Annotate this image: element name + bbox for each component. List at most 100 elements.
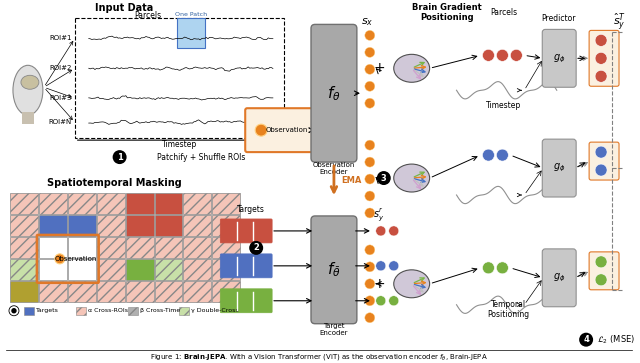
- Bar: [154, 237, 182, 258]
- Bar: [97, 237, 125, 258]
- Circle shape: [365, 98, 375, 108]
- Text: ROI#2: ROI#2: [49, 65, 72, 71]
- Circle shape: [595, 146, 607, 158]
- Circle shape: [9, 306, 19, 316]
- Text: Targets: Targets: [36, 308, 59, 313]
- Bar: [39, 281, 67, 302]
- FancyBboxPatch shape: [311, 24, 357, 162]
- Circle shape: [595, 274, 607, 286]
- Circle shape: [365, 279, 375, 289]
- Bar: [125, 237, 154, 258]
- Text: $f_\theta$: $f_\theta$: [327, 84, 340, 103]
- Bar: [212, 259, 240, 280]
- Circle shape: [595, 256, 607, 268]
- FancyBboxPatch shape: [220, 254, 272, 278]
- Bar: [179, 307, 189, 315]
- Bar: [184, 281, 211, 302]
- Text: $\mathcal{L}_2$ (MSE): $\mathcal{L}_2$ (MSE): [597, 334, 635, 346]
- Text: Target
Encoder: Target Encoder: [320, 323, 348, 336]
- Text: 1: 1: [116, 152, 122, 162]
- Text: Figure 1: $\mathbf{Brain\text{-}JEPA}$. With a Vision Transformer (ViT) as the o: Figure 1: $\mathbf{Brain\text{-}JEPA}$. …: [150, 352, 488, 362]
- Ellipse shape: [394, 54, 429, 82]
- Bar: [10, 237, 38, 258]
- Bar: [68, 281, 96, 302]
- Circle shape: [365, 30, 375, 40]
- Bar: [212, 281, 240, 302]
- Text: ·
·
·: · · ·: [69, 95, 72, 125]
- Circle shape: [497, 49, 508, 61]
- Bar: [68, 237, 96, 258]
- Text: ROI#1: ROI#1: [49, 35, 72, 41]
- Circle shape: [595, 70, 607, 82]
- Bar: [184, 215, 211, 236]
- Text: +: +: [374, 171, 385, 185]
- FancyBboxPatch shape: [220, 219, 272, 243]
- Text: $f_{\bar{\theta}}$: $f_{\bar{\theta}}$: [327, 261, 340, 279]
- Text: 4: 4: [583, 335, 589, 344]
- Bar: [154, 215, 182, 236]
- Bar: [125, 193, 154, 214]
- Bar: [10, 215, 38, 236]
- Text: One Patch: One Patch: [175, 12, 207, 17]
- Bar: [127, 307, 138, 315]
- Circle shape: [365, 64, 375, 74]
- FancyBboxPatch shape: [589, 142, 619, 180]
- Text: Observation
Encoder: Observation Encoder: [313, 162, 355, 175]
- Bar: [10, 193, 38, 214]
- Text: Observation: Observation: [54, 256, 97, 262]
- Text: 3: 3: [381, 174, 387, 183]
- Circle shape: [497, 149, 508, 161]
- Bar: [75, 19, 284, 138]
- Text: 2: 2: [253, 243, 259, 252]
- FancyBboxPatch shape: [311, 216, 357, 324]
- Circle shape: [376, 261, 386, 271]
- Bar: [125, 259, 154, 280]
- Bar: [184, 259, 211, 280]
- FancyBboxPatch shape: [542, 249, 576, 307]
- Ellipse shape: [21, 75, 39, 89]
- Bar: [154, 259, 182, 280]
- Text: Input Data: Input Data: [95, 3, 154, 13]
- Circle shape: [365, 174, 375, 184]
- Text: $s_x$: $s_x$: [360, 16, 373, 28]
- Text: Timestep: Timestep: [162, 140, 197, 148]
- Bar: [10, 281, 38, 302]
- Text: γ Double-Cross: γ Double-Cross: [191, 308, 239, 313]
- Circle shape: [388, 226, 399, 236]
- Bar: [24, 307, 34, 315]
- Bar: [10, 259, 38, 280]
- Circle shape: [255, 124, 267, 136]
- FancyBboxPatch shape: [542, 29, 576, 87]
- Bar: [39, 193, 67, 214]
- Circle shape: [388, 261, 399, 271]
- Text: +: +: [374, 61, 385, 75]
- Text: Targets: Targets: [237, 205, 265, 215]
- Ellipse shape: [13, 65, 43, 115]
- Circle shape: [376, 226, 386, 236]
- Circle shape: [365, 262, 375, 272]
- Circle shape: [365, 157, 375, 167]
- Circle shape: [579, 333, 593, 347]
- Bar: [212, 193, 240, 214]
- Bar: [97, 281, 125, 302]
- Bar: [97, 215, 125, 236]
- Text: Parcels: Parcels: [490, 8, 517, 17]
- Text: $\hat{s}_y^T$: $\hat{s}_y^T$: [614, 12, 627, 33]
- Bar: [125, 281, 154, 302]
- FancyBboxPatch shape: [589, 30, 619, 86]
- Circle shape: [377, 171, 391, 185]
- Ellipse shape: [394, 164, 429, 192]
- Bar: [22, 112, 34, 124]
- Bar: [76, 307, 86, 315]
- Bar: [97, 193, 125, 214]
- Bar: [154, 193, 182, 214]
- Circle shape: [365, 191, 375, 201]
- Circle shape: [249, 241, 263, 255]
- Bar: [39, 237, 67, 258]
- Circle shape: [365, 140, 375, 150]
- Bar: [212, 237, 240, 258]
- Text: Parcels: Parcels: [134, 11, 162, 20]
- Circle shape: [497, 262, 508, 274]
- Circle shape: [12, 309, 16, 313]
- Text: α Cross-ROIs: α Cross-ROIs: [88, 308, 128, 313]
